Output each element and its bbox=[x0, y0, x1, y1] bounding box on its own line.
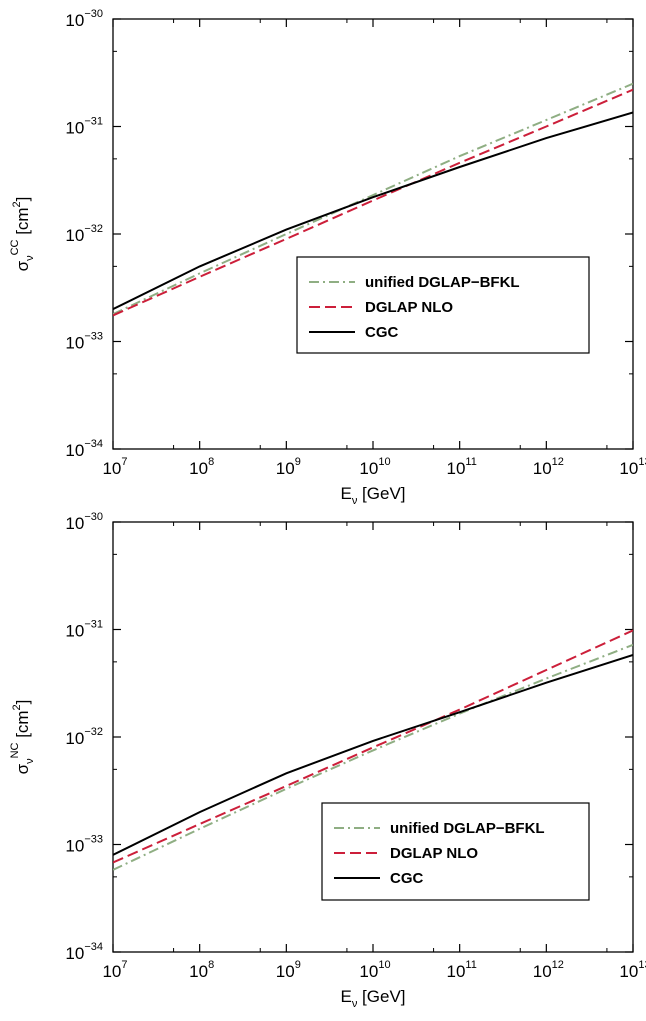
x-tick-label: 107 bbox=[102, 959, 127, 981]
legend-label: unified DGLAP−BFKL bbox=[365, 274, 520, 291]
series-line-cgc bbox=[113, 653, 633, 856]
legend-label: DGLAP NLO bbox=[390, 845, 478, 862]
x-tick-label: 108 bbox=[189, 959, 214, 981]
legend-label: unified DGLAP−BFKL bbox=[390, 820, 545, 837]
y-tick-label: 10−31 bbox=[65, 116, 103, 138]
y-tick-label: 10−32 bbox=[65, 223, 103, 245]
legend: unified DGLAP−BFKL DGLAP NLO CGC bbox=[296, 256, 590, 354]
y-tick-label: 10−34 bbox=[65, 438, 103, 460]
x-tick-label: 1012 bbox=[533, 456, 564, 478]
x-tick-label: 1011 bbox=[446, 456, 476, 478]
series-line-unified-dglap-bfkl bbox=[113, 643, 633, 871]
x-axis-label: Eν [GeV] bbox=[340, 484, 405, 507]
x-tick-label: 109 bbox=[276, 959, 301, 981]
legend-box bbox=[321, 802, 590, 901]
x-tick-label: 109 bbox=[276, 456, 301, 478]
y-tick-label: 10−34 bbox=[65, 941, 103, 963]
cc-cross-section-panel: 10−34 10−33 10−32 10−31 10−30 107 108 109 1010 10… bbox=[9, 8, 646, 507]
y-tick-label: 10−33 bbox=[65, 331, 103, 353]
plot-frame bbox=[112, 18, 634, 450]
x-tick-label: 1013 bbox=[619, 456, 646, 478]
x-tick-label: 107 bbox=[102, 456, 127, 478]
legend-label: CGC bbox=[390, 870, 424, 887]
y-tick-label: 10−30 bbox=[65, 8, 103, 30]
y-axis-label: σνCC [cm2] bbox=[9, 197, 36, 272]
series-line-dglap-nlo bbox=[113, 629, 633, 864]
legend-label: CGC bbox=[365, 324, 399, 341]
x-tick-label: 1010 bbox=[359, 959, 390, 981]
x-tick-label: 1013 bbox=[619, 959, 646, 981]
y-tick-label: 10−32 bbox=[65, 726, 103, 748]
legend-label: DGLAP NLO bbox=[365, 299, 453, 316]
y-tick-label: 10−31 bbox=[65, 619, 103, 641]
series-line-dglap-nlo bbox=[113, 88, 633, 317]
series-lines bbox=[113, 629, 633, 871]
legend-box bbox=[296, 256, 590, 354]
x-axis-label: Eν [GeV] bbox=[340, 987, 405, 1010]
x-tick-label: 108 bbox=[189, 456, 214, 478]
series-line-unified-dglap-bfkl bbox=[113, 82, 633, 316]
series-line-cgc bbox=[113, 111, 633, 310]
series-lines bbox=[113, 82, 633, 317]
y-tick-label: 10−30 bbox=[65, 511, 103, 533]
x-tick-label: 1010 bbox=[359, 456, 390, 478]
y-axis-label: σνNC [cm2] bbox=[9, 700, 36, 775]
x-tick-label: 1012 bbox=[533, 959, 564, 981]
nc-cross-section-panel: 10−34 10−33 10−32 10−31 10−30 107 108 109 1010 10… bbox=[9, 511, 646, 1010]
legend: unified DGLAP−BFKL DGLAP NLO CGC bbox=[321, 802, 590, 901]
y-tick-label: 10−33 bbox=[65, 834, 103, 856]
x-tick-label: 1011 bbox=[446, 959, 476, 981]
